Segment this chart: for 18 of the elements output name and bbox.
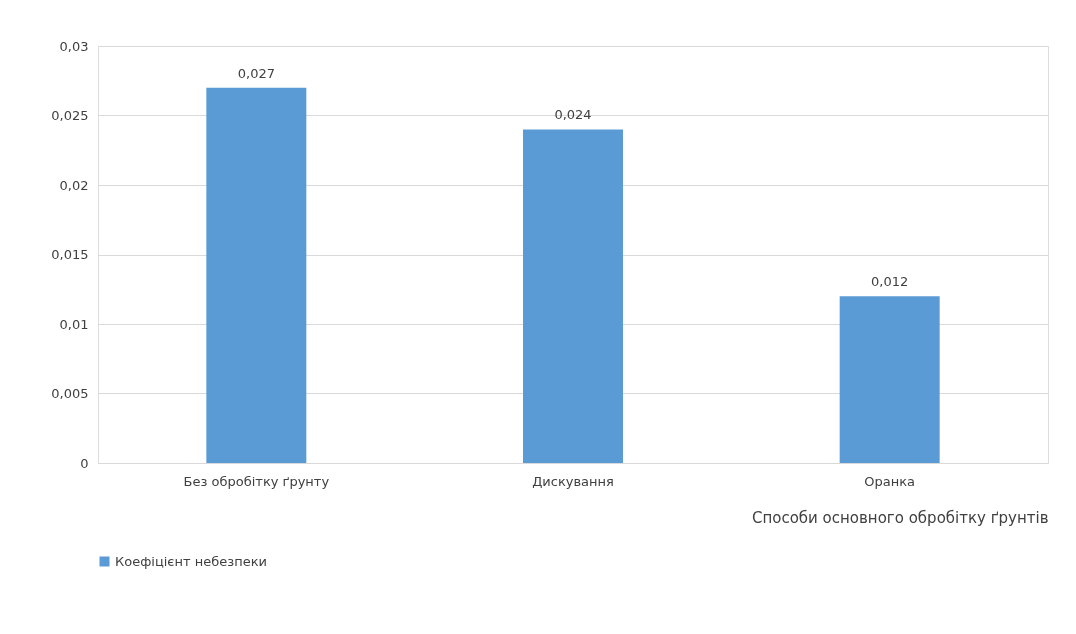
- y-tick-label: 0,005: [51, 386, 89, 401]
- x-tick-label: Без обробітку ґрунту: [183, 473, 330, 489]
- y-tick-label: 0,01: [59, 316, 89, 332]
- data-label: 0,024: [554, 107, 592, 123]
- x-tick-label: Оранка: [864, 473, 916, 489]
- y-tick-label: 0,02: [59, 177, 89, 193]
- bar: [206, 87, 307, 463]
- y-tick-label: 0: [80, 455, 89, 471]
- y-tick-label: 0,015: [51, 247, 89, 262]
- x-tick-label: Дискування: [532, 473, 614, 489]
- y-tick-label: 0,025: [51, 108, 89, 123]
- data-label: 0,027: [237, 65, 275, 81]
- y-tick-label: 0,03: [59, 38, 89, 54]
- bar: [839, 296, 940, 463]
- data-label: 0,012: [871, 274, 909, 290]
- legend-label: Коефіцієнт небезпеки: [115, 553, 267, 569]
- x-axis-title: Способи основного обробітку ґрунтів: [751, 508, 1049, 527]
- bar: [523, 129, 623, 463]
